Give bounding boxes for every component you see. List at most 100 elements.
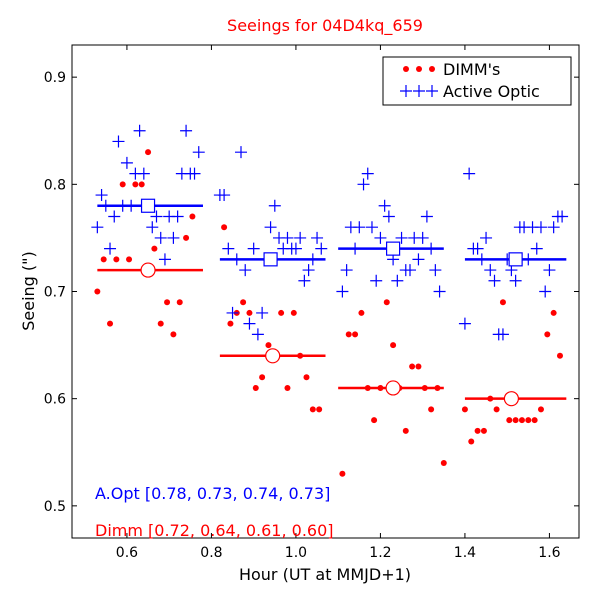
- dimm-point: [100, 256, 107, 263]
- dimm-point: [493, 406, 500, 413]
- aopt-mean-marker: [386, 241, 401, 256]
- aopt-point: [243, 317, 256, 330]
- aopt-point: [133, 124, 146, 137]
- aopt-point: [378, 199, 391, 212]
- aopt-point: [256, 306, 269, 319]
- dimm-point: [428, 406, 435, 413]
- aopt-point: [289, 242, 302, 255]
- aopt-point: [158, 253, 171, 266]
- dimm-point: [309, 406, 316, 413]
- plot-frame: [71, 44, 580, 539]
- dimm-point: [531, 417, 538, 424]
- legend-box: [382, 56, 572, 106]
- dimm-point: [252, 384, 259, 391]
- dimm-point: [544, 331, 551, 338]
- dimm-point: [126, 256, 133, 263]
- aopt-point: [218, 189, 231, 202]
- annotation-dimm: Dimm [0.72, 0.64, 0.61, 0.60]: [95, 521, 334, 540]
- dimm-point: [316, 406, 323, 413]
- aopt-point: [534, 221, 547, 234]
- legend-label-aopt: Active Optic: [443, 82, 540, 101]
- dimm-point: [506, 417, 513, 424]
- dimm-point: [556, 352, 563, 359]
- aopt-point: [91, 221, 104, 234]
- aopt-point: [357, 178, 370, 191]
- dimm-point: [240, 299, 247, 306]
- aopt-point: [311, 231, 324, 244]
- aopt-point: [463, 167, 476, 180]
- dimm-mean-marker: [503, 391, 519, 407]
- dimm-point: [358, 309, 365, 316]
- aopt-point: [340, 264, 353, 277]
- dimm-point: [119, 181, 126, 188]
- x-axis-label: Hour (UT at MMJD+1): [239, 565, 411, 584]
- x-tick-label: 1.2: [369, 545, 391, 561]
- aopt-point: [412, 253, 425, 266]
- annotation-aopt: A.Opt [0.78, 0.73, 0.74, 0.73]: [95, 484, 330, 503]
- dimm-point: [409, 363, 416, 370]
- dimm-point: [170, 331, 177, 338]
- legend-marker-dimm: [403, 66, 409, 72]
- aopt-point: [108, 210, 121, 223]
- aopt-point: [471, 242, 484, 255]
- series-dimm: [94, 149, 563, 477]
- dimm-point: [246, 309, 253, 316]
- dimm-point: [525, 417, 532, 424]
- dimm-point: [265, 342, 272, 349]
- aopt-point: [416, 231, 429, 244]
- dimm-point: [284, 384, 291, 391]
- aopt-point: [298, 274, 311, 287]
- dimm-point: [113, 256, 120, 263]
- dimm-point: [303, 374, 310, 381]
- dimm-point: [183, 234, 190, 241]
- aopt-point: [171, 210, 184, 223]
- dimm-point: [132, 181, 139, 188]
- aopt-point: [382, 210, 395, 223]
- dimm-mean-marker: [265, 348, 281, 364]
- aopt-point: [395, 231, 408, 244]
- dimm-point: [499, 299, 506, 306]
- dimm-point: [345, 331, 352, 338]
- aopt-point: [281, 231, 294, 244]
- aopt-point: [404, 264, 416, 277]
- aopt-point: [226, 306, 239, 319]
- dimm-point: [390, 342, 397, 349]
- aopt-point: [365, 221, 378, 234]
- dimm-mean-marker: [385, 380, 401, 396]
- aopt-point: [547, 221, 560, 234]
- dimm-point: [227, 320, 234, 327]
- aopt-point: [496, 328, 509, 341]
- dimm-point: [176, 299, 183, 306]
- dimm-point: [518, 417, 525, 424]
- aopt-point: [458, 317, 471, 330]
- x-tick-label: 0.6: [116, 545, 138, 561]
- aopt-point: [222, 242, 235, 255]
- aopt-mean-marker: [140, 198, 156, 213]
- dimm-point: [402, 427, 409, 434]
- dimm-point: [138, 181, 145, 188]
- aopt-point: [188, 167, 201, 180]
- dimm-point: [537, 406, 544, 413]
- aopt-point: [509, 274, 522, 287]
- series-aopt: [91, 124, 569, 341]
- aopt-point: [543, 264, 556, 277]
- aopt-point: [361, 167, 374, 180]
- dimm-point: [290, 309, 297, 316]
- aopt-point: [95, 189, 108, 202]
- dimm-point: [550, 309, 557, 316]
- dimm-point: [151, 245, 158, 252]
- dimm-point: [164, 299, 171, 306]
- dimm-point: [352, 331, 359, 338]
- dimm-point: [415, 363, 422, 370]
- aopt-point: [235, 146, 247, 159]
- aopt-point: [539, 285, 552, 298]
- aopt-point: [374, 231, 387, 244]
- legend: DIMM's Active Optic: [382, 56, 572, 106]
- aopt-point: [180, 124, 193, 137]
- dimm-point: [339, 470, 346, 477]
- aopt-point: [112, 135, 125, 148]
- x-tick-label: 0.8: [200, 545, 222, 561]
- dimm-point: [371, 417, 378, 424]
- aopt-point: [251, 328, 264, 341]
